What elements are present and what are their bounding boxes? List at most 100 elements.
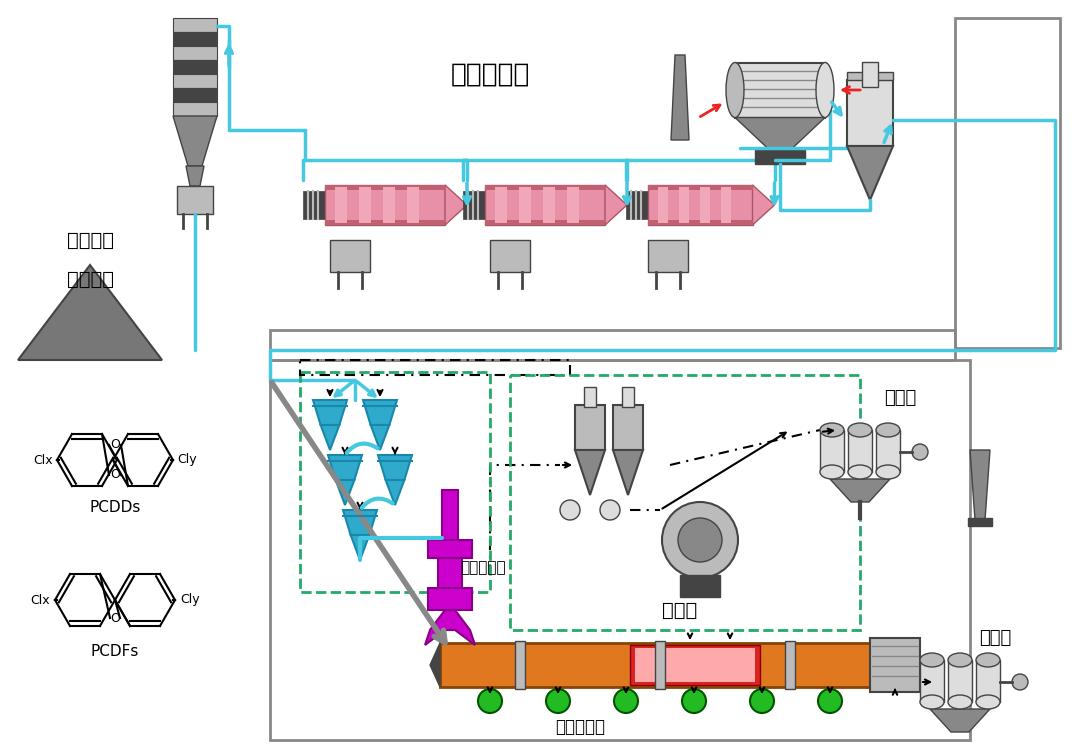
Polygon shape — [173, 116, 217, 166]
Ellipse shape — [920, 653, 944, 667]
Text: Cly: Cly — [180, 593, 200, 606]
Bar — [847, 80, 893, 146]
Polygon shape — [671, 55, 689, 140]
Bar — [177, 186, 213, 214]
Polygon shape — [445, 185, 467, 225]
Bar — [270, 360, 970, 740]
Bar — [173, 32, 217, 46]
Bar — [658, 187, 669, 223]
Ellipse shape — [948, 653, 972, 667]
Bar — [440, 643, 870, 687]
Text: 飞灰预处理: 飞灰预处理 — [450, 62, 529, 88]
Circle shape — [1012, 674, 1028, 690]
Circle shape — [546, 689, 570, 713]
Bar — [785, 641, 795, 689]
Bar — [510, 375, 860, 630]
Text: 生料磨: 生料磨 — [662, 600, 698, 619]
Ellipse shape — [820, 423, 843, 437]
Circle shape — [662, 502, 738, 578]
Bar — [848, 430, 872, 472]
Bar — [485, 185, 605, 225]
Circle shape — [678, 518, 723, 562]
Bar — [515, 641, 525, 689]
Bar — [876, 430, 900, 472]
Bar — [330, 240, 370, 272]
Bar — [635, 648, 755, 682]
Ellipse shape — [816, 63, 834, 117]
Polygon shape — [613, 450, 643, 495]
Polygon shape — [970, 450, 990, 520]
Bar — [720, 187, 731, 223]
Bar — [955, 18, 1059, 348]
Circle shape — [818, 689, 842, 713]
Bar — [300, 360, 570, 375]
Bar — [485, 220, 605, 225]
Bar — [383, 187, 395, 223]
Bar — [173, 18, 217, 32]
Text: 袋除尘: 袋除尘 — [883, 389, 916, 407]
Bar — [862, 62, 878, 87]
Polygon shape — [321, 425, 339, 450]
Bar — [847, 72, 893, 80]
Bar — [654, 641, 665, 689]
Bar — [680, 575, 720, 597]
Circle shape — [600, 500, 620, 520]
Polygon shape — [428, 540, 472, 558]
Bar — [325, 185, 445, 225]
Circle shape — [912, 444, 928, 460]
Bar — [303, 191, 325, 219]
Bar — [173, 74, 217, 88]
Bar — [173, 60, 217, 74]
Bar — [968, 518, 993, 526]
Polygon shape — [378, 455, 411, 480]
Bar — [755, 150, 805, 163]
Ellipse shape — [948, 695, 972, 709]
Circle shape — [561, 500, 580, 520]
Ellipse shape — [920, 695, 944, 709]
Bar — [575, 405, 605, 450]
Ellipse shape — [976, 695, 1000, 709]
Text: Cly: Cly — [177, 454, 197, 466]
Polygon shape — [753, 185, 774, 225]
Polygon shape — [343, 510, 377, 535]
Bar — [270, 330, 955, 360]
Text: PCDFs: PCDFs — [91, 645, 139, 659]
Polygon shape — [363, 400, 397, 425]
Ellipse shape — [976, 653, 1000, 667]
Text: Clx: Clx — [33, 454, 53, 466]
Bar — [584, 387, 596, 407]
Bar — [976, 660, 1000, 702]
Text: 预分解系统: 预分解系统 — [460, 560, 505, 575]
Bar — [359, 187, 372, 223]
Polygon shape — [430, 643, 440, 687]
Text: 袋除尘: 袋除尘 — [978, 629, 1011, 647]
Bar — [173, 46, 217, 60]
Text: O: O — [110, 612, 120, 624]
Bar — [567, 187, 579, 223]
Polygon shape — [930, 709, 990, 732]
Bar — [407, 187, 419, 223]
Circle shape — [478, 689, 502, 713]
Polygon shape — [847, 146, 893, 200]
Bar — [325, 185, 445, 190]
Text: 焚烧飞灰: 焚烧飞灰 — [67, 270, 113, 289]
Polygon shape — [18, 265, 162, 360]
Polygon shape — [351, 535, 369, 560]
Polygon shape — [426, 610, 475, 645]
Circle shape — [750, 689, 774, 713]
Bar — [735, 63, 825, 117]
Bar — [648, 185, 753, 225]
Bar — [648, 240, 688, 272]
Bar — [948, 660, 972, 702]
Ellipse shape — [876, 465, 900, 479]
Bar — [613, 405, 643, 450]
Bar — [678, 187, 689, 223]
Bar — [495, 187, 507, 223]
Polygon shape — [336, 480, 354, 505]
Bar — [325, 220, 445, 225]
Bar — [438, 558, 462, 588]
Ellipse shape — [848, 465, 872, 479]
Bar — [485, 185, 605, 190]
Ellipse shape — [876, 423, 900, 437]
Bar — [625, 191, 648, 219]
